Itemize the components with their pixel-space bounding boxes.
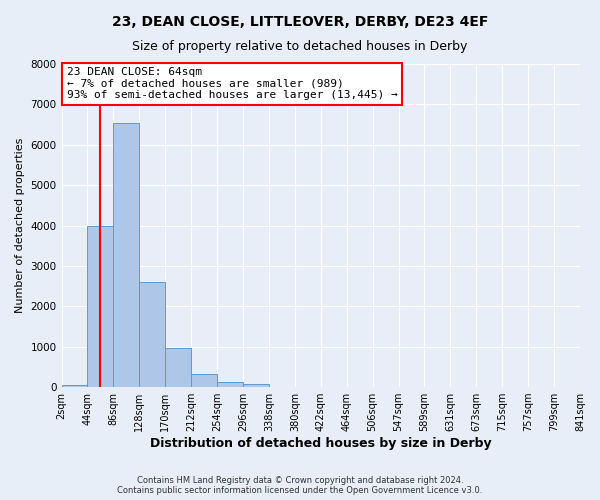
Y-axis label: Number of detached properties: Number of detached properties xyxy=(15,138,25,313)
Text: 23 DEAN CLOSE: 64sqm
← 7% of detached houses are smaller (989)
93% of semi-detac: 23 DEAN CLOSE: 64sqm ← 7% of detached ho… xyxy=(67,67,397,100)
Text: 23, DEAN CLOSE, LITTLEOVER, DERBY, DE23 4EF: 23, DEAN CLOSE, LITTLEOVER, DERBY, DE23 … xyxy=(112,15,488,29)
Bar xyxy=(139,282,165,387)
Bar xyxy=(191,374,217,387)
X-axis label: Distribution of detached houses by size in Derby: Distribution of detached houses by size … xyxy=(150,437,491,450)
Bar xyxy=(88,226,113,387)
Bar xyxy=(62,384,88,387)
Text: Size of property relative to detached houses in Derby: Size of property relative to detached ho… xyxy=(133,40,467,53)
Bar xyxy=(165,348,191,387)
Bar xyxy=(113,122,139,387)
Bar xyxy=(243,384,269,387)
Text: Contains HM Land Registry data © Crown copyright and database right 2024.
Contai: Contains HM Land Registry data © Crown c… xyxy=(118,476,482,495)
Bar xyxy=(217,382,243,387)
